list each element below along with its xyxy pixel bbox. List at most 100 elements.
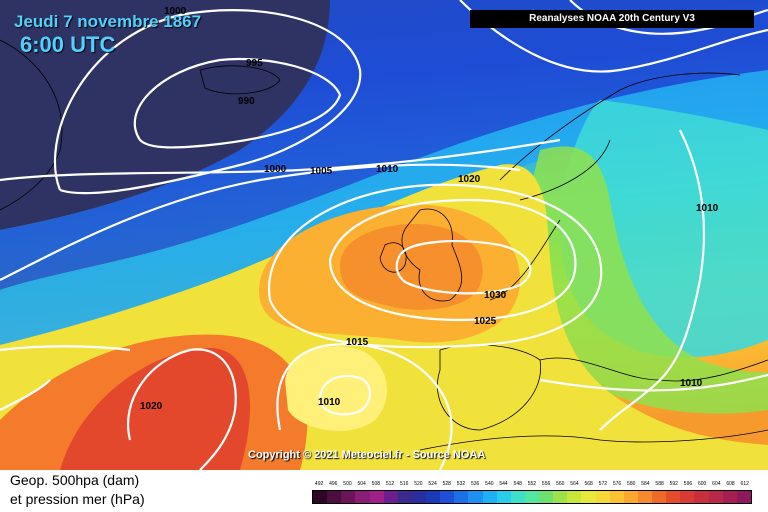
scale-color-swatch xyxy=(454,491,469,503)
scale-value-label: 496 xyxy=(329,481,338,487)
scale-value-label: 516 xyxy=(400,481,409,487)
scale-value-label: 544 xyxy=(499,481,508,487)
scale-color-swatch xyxy=(496,491,511,503)
orange-core-region xyxy=(340,224,483,310)
scale-color-swatch xyxy=(355,491,370,503)
color-scale-bar xyxy=(312,490,752,504)
scale-value-label: 568 xyxy=(584,481,593,487)
isobar-line xyxy=(395,240,532,295)
scale-value-label: 604 xyxy=(712,481,721,487)
british-isles-coast xyxy=(401,208,463,302)
scale-color-swatch xyxy=(595,491,610,503)
scale-color-swatch xyxy=(623,491,638,503)
scale-value-label: 540 xyxy=(485,481,494,487)
isobar-line xyxy=(133,58,342,149)
isobar-label: 1010 xyxy=(376,164,399,175)
scale-color-swatch xyxy=(482,491,497,503)
time-label: 6:00 UTC xyxy=(20,32,116,57)
scandinavia-coast xyxy=(499,72,741,201)
azores-light-region xyxy=(285,346,387,431)
scale-color-swatch xyxy=(736,491,751,503)
scale-value-label: 572 xyxy=(598,481,608,487)
scale-color-swatch xyxy=(708,491,723,503)
scale-value-label: 500 xyxy=(343,481,352,487)
isobar-label: 1010 xyxy=(696,203,719,214)
scale-value-label: 532 xyxy=(456,481,466,487)
scale-value-label: 596 xyxy=(683,481,693,487)
scale-color-swatch xyxy=(440,491,455,503)
isobar-label: 990 xyxy=(238,96,255,107)
scale-color-swatch xyxy=(694,491,709,503)
color-scale-labels: 492 496 500 504 508 512 516 520 524 528 532 536 540 5… xyxy=(312,480,752,488)
scale-color-swatch xyxy=(341,491,356,503)
isobar-label: 1020 xyxy=(140,401,163,412)
scale-value-label: 556 xyxy=(541,481,551,487)
scale-color-swatch xyxy=(637,491,652,503)
copyright-text: Copyright © 2021 Meteociel.fr - Source N… xyxy=(248,449,486,461)
scale-value-label: 520 xyxy=(414,481,423,487)
scale-color-swatch xyxy=(581,491,596,503)
date-label: Jeudi 7 novembre 1867 xyxy=(14,12,202,31)
greenland-coast xyxy=(0,39,63,211)
scale-value-label: 512 xyxy=(385,481,395,487)
scale-color-swatch xyxy=(553,491,568,503)
legend-footer: Geop. 500hpa (dam) et pression mer (hPa)… xyxy=(0,470,768,512)
scale-value-label: 552 xyxy=(527,481,537,487)
isobar-line xyxy=(328,198,577,322)
scale-color-swatch xyxy=(510,491,525,503)
isobar-label: 1030 xyxy=(484,290,507,301)
scale-value-label: 576 xyxy=(612,481,622,487)
isobar-label: 1025 xyxy=(474,316,497,327)
isobar-label: 1000 xyxy=(264,164,287,175)
scale-value-label: 492 xyxy=(314,481,324,487)
scale-color-swatch xyxy=(722,491,737,503)
scale-color-swatch xyxy=(680,491,695,503)
scale-value-label: 560 xyxy=(556,481,565,487)
scale-color-swatch xyxy=(609,491,624,503)
scale-color-swatch xyxy=(397,491,412,503)
southwest-red-region xyxy=(60,348,250,470)
isobar-label: 1010 xyxy=(680,378,703,389)
scale-value-label: 508 xyxy=(371,481,381,487)
isobar-label: 1000 xyxy=(164,6,187,17)
scale-color-swatch xyxy=(313,491,328,503)
source-banner: Reanalyses NOAA 20th Century V3 xyxy=(470,10,754,28)
isobar-line xyxy=(0,345,768,392)
scale-color-swatch xyxy=(383,491,398,503)
isobar-label: 1010 xyxy=(318,397,341,408)
scale-value-label: 584 xyxy=(641,481,650,487)
isobar-label: 1005 xyxy=(310,166,333,177)
scale-value-label: 564 xyxy=(570,481,579,487)
isobar-line xyxy=(459,0,768,73)
isobar-label: 1015 xyxy=(346,337,369,348)
legend-title-geopotential: Geop. 500hpa (dam) xyxy=(10,472,140,488)
isobar-line xyxy=(0,163,521,281)
scale-color-swatch xyxy=(567,491,582,503)
scale-color-swatch xyxy=(369,491,384,503)
scale-color-swatch xyxy=(652,491,667,503)
isobar-line xyxy=(53,9,362,195)
scale-value-label: 580 xyxy=(627,481,636,487)
scale-value-label: 600 xyxy=(697,481,707,487)
scale-value-label: 588 xyxy=(655,481,664,487)
eastern-green-region xyxy=(526,146,768,414)
iberia-coast xyxy=(437,344,542,431)
scale-value-label: 548 xyxy=(513,481,522,487)
isobar-labels: 1000 995 990 1000 1005 1010 1020 1030 10… xyxy=(140,6,719,412)
ireland-coast xyxy=(379,242,407,273)
isobar-line xyxy=(0,379,51,411)
isobar-label: 995 xyxy=(246,58,263,69)
scale-value-label: 612 xyxy=(740,481,749,487)
isobar-line xyxy=(127,348,237,470)
north-africa-coast xyxy=(419,429,768,451)
scale-color-swatch xyxy=(666,491,681,503)
scale-value-label: 536 xyxy=(470,481,480,487)
scale-color-swatch xyxy=(426,491,441,503)
isobar-line xyxy=(267,183,603,349)
scale-color-swatch xyxy=(327,491,342,503)
isobar-line xyxy=(599,129,705,431)
isobar-label: 1020 xyxy=(458,174,481,185)
iceland-coast xyxy=(199,65,281,95)
scale-value-label: 592 xyxy=(669,481,678,487)
